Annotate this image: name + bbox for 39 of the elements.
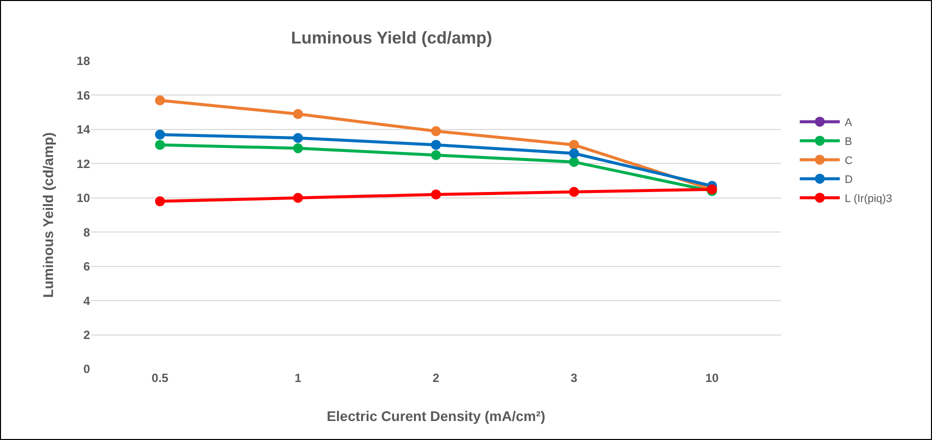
legend-label: A	[844, 116, 853, 129]
point	[155, 140, 165, 150]
x-tick-label: 2	[432, 371, 440, 385]
point	[431, 140, 441, 150]
y-axis-title: Luminous Yeild (cd/amp)	[40, 132, 56, 298]
legend-label: C	[844, 154, 853, 167]
y-tick-label: 4	[83, 294, 90, 308]
point	[431, 189, 441, 200]
point	[293, 109, 303, 120]
legend-label: B	[844, 136, 852, 148]
point	[569, 156, 579, 167]
y-tick-label: 14	[76, 122, 90, 137]
point	[293, 192, 303, 203]
y-tick-label: 2	[83, 328, 90, 342]
point	[293, 133, 303, 143]
point	[431, 126, 441, 136]
x-tick-label: 1	[294, 371, 302, 385]
point	[569, 186, 579, 197]
x-tick-label: 10	[705, 371, 719, 385]
point	[431, 150, 441, 160]
x-tick-label: 0.5	[152, 371, 169, 385]
legend-label: D	[844, 174, 853, 186]
point	[569, 140, 579, 150]
y-tick-label: 10	[76, 191, 90, 206]
y-tick-label: 18	[76, 54, 90, 68]
legend-label: L (Ir(piq)3	[844, 192, 892, 205]
y-tick-label: 16	[76, 88, 90, 102]
y-tick-label: 8	[83, 225, 90, 240]
point	[293, 143, 303, 154]
point	[569, 148, 579, 158]
point	[155, 130, 165, 140]
y-tick-label: 6	[83, 260, 90, 274]
point	[155, 196, 165, 206]
x-axis-title: Electric Curent Density (mA/cm²)	[326, 408, 546, 424]
y-tick-label: 0	[83, 362, 90, 376]
y-tick-label: 12	[76, 156, 90, 171]
point	[155, 95, 165, 106]
chart-title: Luminous Yield (cd/amp)	[291, 28, 492, 48]
x-tick-label: 3	[570, 371, 578, 385]
